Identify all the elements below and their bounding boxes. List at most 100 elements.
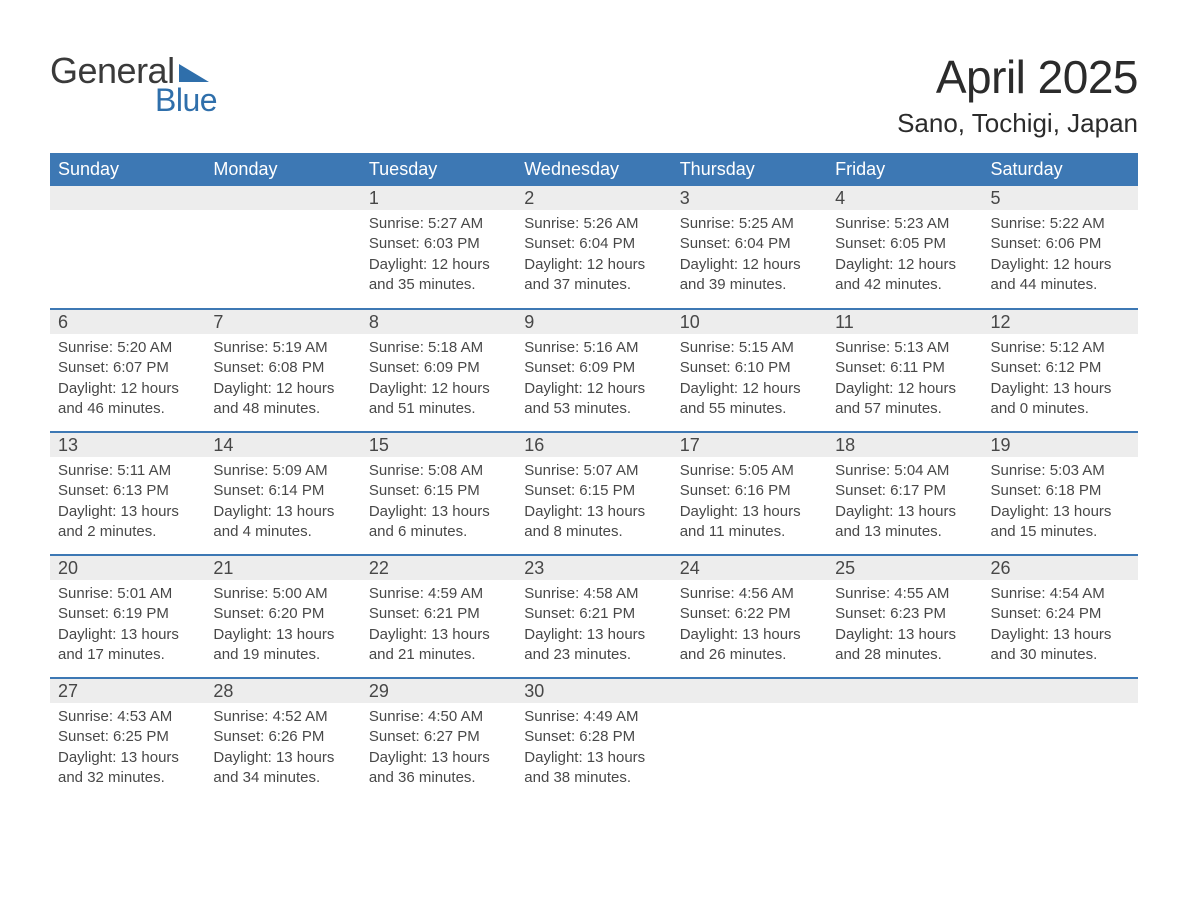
sunrise-text: Sunrise: 4:59 AM xyxy=(369,584,508,604)
daylight-text: Daylight: 13 hours and 19 minutes. xyxy=(213,625,352,666)
day-cell: 18Sunrise: 5:04 AMSunset: 6:17 PMDayligh… xyxy=(827,433,982,554)
day-body: Sunrise: 5:03 AMSunset: 6:18 PMDaylight:… xyxy=(983,457,1138,554)
day-cell: 12Sunrise: 5:12 AMSunset: 6:12 PMDayligh… xyxy=(983,310,1138,431)
sunrise-text: Sunrise: 4:52 AM xyxy=(213,707,352,727)
day-number: 17 xyxy=(672,433,827,457)
sunrise-text: Sunrise: 4:49 AM xyxy=(524,707,663,727)
day-number: 4 xyxy=(827,186,982,210)
day-body: Sunrise: 5:05 AMSunset: 6:16 PMDaylight:… xyxy=(672,457,827,554)
sunrise-text: Sunrise: 5:15 AM xyxy=(680,338,819,358)
daylight-text: Daylight: 12 hours and 51 minutes. xyxy=(369,379,508,420)
sunrise-text: Sunrise: 5:18 AM xyxy=(369,338,508,358)
sunset-text: Sunset: 6:05 PM xyxy=(835,234,974,254)
daylight-text: Daylight: 13 hours and 34 minutes. xyxy=(213,748,352,789)
day-body: Sunrise: 5:00 AMSunset: 6:20 PMDaylight:… xyxy=(205,580,360,677)
sunset-text: Sunset: 6:04 PM xyxy=(680,234,819,254)
day-number xyxy=(205,186,360,210)
logo-text-blue: Blue xyxy=(155,82,217,119)
day-body: Sunrise: 5:23 AMSunset: 6:05 PMDaylight:… xyxy=(827,210,982,307)
sunrise-text: Sunrise: 4:50 AM xyxy=(369,707,508,727)
week-row: 13Sunrise: 5:11 AMSunset: 6:13 PMDayligh… xyxy=(50,431,1138,554)
sunset-text: Sunset: 6:26 PM xyxy=(213,727,352,747)
day-body: Sunrise: 4:59 AMSunset: 6:21 PMDaylight:… xyxy=(361,580,516,677)
logo-flag-icon xyxy=(179,60,209,82)
day-cell: 24Sunrise: 4:56 AMSunset: 6:22 PMDayligh… xyxy=(672,556,827,677)
sunrise-text: Sunrise: 5:11 AM xyxy=(58,461,197,481)
weekday-wednesday: Wednesday xyxy=(516,153,671,186)
day-number: 30 xyxy=(516,679,671,703)
day-body: Sunrise: 5:25 AMSunset: 6:04 PMDaylight:… xyxy=(672,210,827,307)
sunset-text: Sunset: 6:10 PM xyxy=(680,358,819,378)
day-cell: 30Sunrise: 4:49 AMSunset: 6:28 PMDayligh… xyxy=(516,679,671,800)
sunset-text: Sunset: 6:21 PM xyxy=(369,604,508,624)
day-cell: 19Sunrise: 5:03 AMSunset: 6:18 PMDayligh… xyxy=(983,433,1138,554)
day-number: 23 xyxy=(516,556,671,580)
daylight-text: Daylight: 12 hours and 39 minutes. xyxy=(680,255,819,296)
sunrise-text: Sunrise: 5:19 AM xyxy=(213,338,352,358)
week-row: 27Sunrise: 4:53 AMSunset: 6:25 PMDayligh… xyxy=(50,677,1138,800)
day-cell: 15Sunrise: 5:08 AMSunset: 6:15 PMDayligh… xyxy=(361,433,516,554)
sunset-text: Sunset: 6:16 PM xyxy=(680,481,819,501)
day-cell: 5Sunrise: 5:22 AMSunset: 6:06 PMDaylight… xyxy=(983,186,1138,308)
day-number: 12 xyxy=(983,310,1138,334)
daylight-text: Daylight: 13 hours and 0 minutes. xyxy=(991,379,1130,420)
day-body: Sunrise: 5:01 AMSunset: 6:19 PMDaylight:… xyxy=(50,580,205,677)
sunset-text: Sunset: 6:07 PM xyxy=(58,358,197,378)
daylight-text: Daylight: 13 hours and 36 minutes. xyxy=(369,748,508,789)
day-number: 15 xyxy=(361,433,516,457)
day-number: 21 xyxy=(205,556,360,580)
day-number xyxy=(50,186,205,210)
sunrise-text: Sunrise: 5:20 AM xyxy=(58,338,197,358)
daylight-text: Daylight: 13 hours and 21 minutes. xyxy=(369,625,508,666)
sunset-text: Sunset: 6:15 PM xyxy=(369,481,508,501)
sunset-text: Sunset: 6:28 PM xyxy=(524,727,663,747)
day-number xyxy=(672,679,827,703)
day-cell: 2Sunrise: 5:26 AMSunset: 6:04 PMDaylight… xyxy=(516,186,671,308)
sunset-text: Sunset: 6:23 PM xyxy=(835,604,974,624)
day-body: Sunrise: 4:56 AMSunset: 6:22 PMDaylight:… xyxy=(672,580,827,677)
day-body: Sunrise: 4:54 AMSunset: 6:24 PMDaylight:… xyxy=(983,580,1138,677)
day-cell: 25Sunrise: 4:55 AMSunset: 6:23 PMDayligh… xyxy=(827,556,982,677)
day-body: Sunrise: 5:13 AMSunset: 6:11 PMDaylight:… xyxy=(827,334,982,431)
day-number: 7 xyxy=(205,310,360,334)
day-body xyxy=(672,703,827,719)
day-cell: 3Sunrise: 5:25 AMSunset: 6:04 PMDaylight… xyxy=(672,186,827,308)
day-cell: 14Sunrise: 5:09 AMSunset: 6:14 PMDayligh… xyxy=(205,433,360,554)
sunset-text: Sunset: 6:21 PM xyxy=(524,604,663,624)
day-number: 9 xyxy=(516,310,671,334)
daylight-text: Daylight: 12 hours and 48 minutes. xyxy=(213,379,352,420)
sunrise-text: Sunrise: 5:04 AM xyxy=(835,461,974,481)
day-cell: 13Sunrise: 5:11 AMSunset: 6:13 PMDayligh… xyxy=(50,433,205,554)
day-cell: 23Sunrise: 4:58 AMSunset: 6:21 PMDayligh… xyxy=(516,556,671,677)
day-cell: 21Sunrise: 5:00 AMSunset: 6:20 PMDayligh… xyxy=(205,556,360,677)
sunset-text: Sunset: 6:03 PM xyxy=(369,234,508,254)
day-number: 16 xyxy=(516,433,671,457)
sunrise-text: Sunrise: 5:00 AM xyxy=(213,584,352,604)
day-number: 11 xyxy=(827,310,982,334)
day-number xyxy=(983,679,1138,703)
day-body: Sunrise: 5:16 AMSunset: 6:09 PMDaylight:… xyxy=(516,334,671,431)
sunrise-text: Sunrise: 5:16 AM xyxy=(524,338,663,358)
sunrise-text: Sunrise: 5:13 AM xyxy=(835,338,974,358)
day-body xyxy=(50,210,205,226)
day-cell: 27Sunrise: 4:53 AMSunset: 6:25 PMDayligh… xyxy=(50,679,205,800)
day-body: Sunrise: 5:22 AMSunset: 6:06 PMDaylight:… xyxy=(983,210,1138,307)
week-row: 20Sunrise: 5:01 AMSunset: 6:19 PMDayligh… xyxy=(50,554,1138,677)
day-cell: 17Sunrise: 5:05 AMSunset: 6:16 PMDayligh… xyxy=(672,433,827,554)
sunrise-text: Sunrise: 4:58 AM xyxy=(524,584,663,604)
sunset-text: Sunset: 6:06 PM xyxy=(991,234,1130,254)
day-body: Sunrise: 4:58 AMSunset: 6:21 PMDaylight:… xyxy=(516,580,671,677)
sunset-text: Sunset: 6:14 PM xyxy=(213,481,352,501)
day-body: Sunrise: 5:09 AMSunset: 6:14 PMDaylight:… xyxy=(205,457,360,554)
daylight-text: Daylight: 13 hours and 13 minutes. xyxy=(835,502,974,543)
day-number: 20 xyxy=(50,556,205,580)
header: General Blue April 2025 Sano, Tochigi, J… xyxy=(50,50,1138,139)
day-cell: 16Sunrise: 5:07 AMSunset: 6:15 PMDayligh… xyxy=(516,433,671,554)
daylight-text: Daylight: 12 hours and 57 minutes. xyxy=(835,379,974,420)
daylight-text: Daylight: 13 hours and 28 minutes. xyxy=(835,625,974,666)
week-row: 1Sunrise: 5:27 AMSunset: 6:03 PMDaylight… xyxy=(50,186,1138,308)
day-body: Sunrise: 5:18 AMSunset: 6:09 PMDaylight:… xyxy=(361,334,516,431)
sunrise-text: Sunrise: 5:09 AM xyxy=(213,461,352,481)
weekday-tuesday: Tuesday xyxy=(361,153,516,186)
sunrise-text: Sunrise: 5:27 AM xyxy=(369,214,508,234)
